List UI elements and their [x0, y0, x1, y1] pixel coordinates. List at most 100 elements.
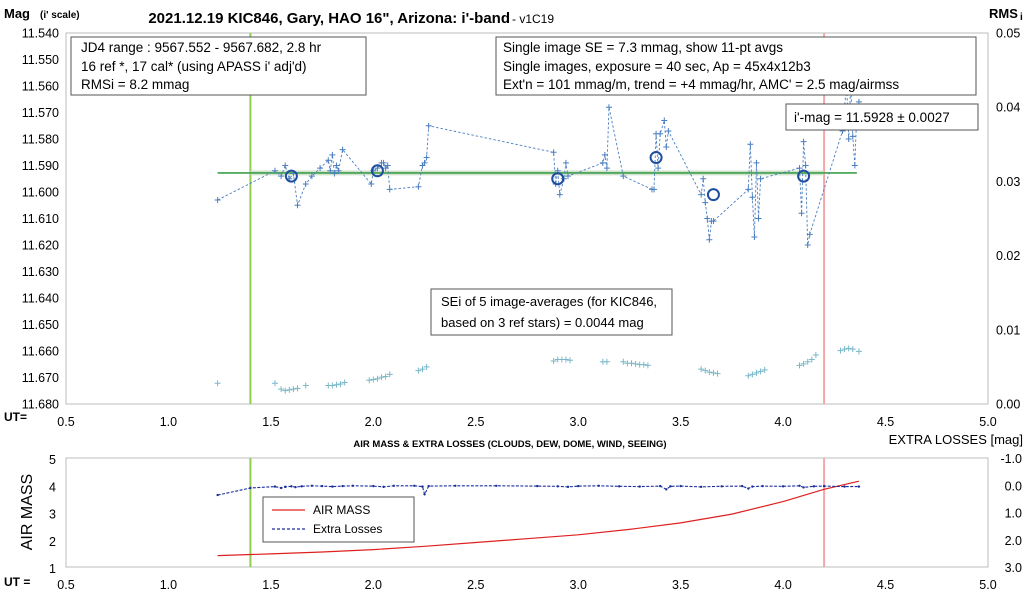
rms-point [698, 366, 705, 373]
mag-point [339, 146, 346, 153]
mag-point [603, 165, 610, 172]
bottom-y-tick-label: 2 [49, 535, 56, 549]
mag-point [335, 167, 342, 174]
mag-point [802, 162, 809, 169]
extra-losses-point [294, 485, 297, 489]
extra-losses-point [822, 484, 826, 488]
extra-losses-point [618, 485, 621, 488]
average-point [284, 169, 298, 183]
rms-point [562, 356, 569, 363]
bottom-x-tick-label: 4.0 [774, 578, 791, 592]
rms-point [374, 375, 381, 382]
rms-point [382, 373, 389, 380]
x-axis-title: UT= [4, 410, 27, 424]
bottom-x-axis-title: UT = [4, 575, 30, 589]
bottom-y-tick-label: 3 [49, 508, 56, 522]
mag-point [706, 236, 713, 243]
rms-point [804, 358, 811, 365]
y-tick-label: 11.620 [22, 239, 59, 253]
mag-point [601, 151, 608, 158]
rms-point [702, 367, 709, 374]
imag-box: i'-mag = 11.5928 ± 0.0027 [785, 103, 979, 131]
y-tick-label: 11.640 [22, 292, 59, 306]
x-tick-label: 2.5 [467, 415, 484, 429]
y2-tick-label: 0.01 [996, 323, 1020, 337]
mag-point [550, 149, 557, 156]
mag-point [804, 242, 811, 248]
y-axis-title: Mag [4, 6, 30, 21]
sei-line-1: SEi of 5 image-averages (for KIC846, [441, 294, 657, 309]
bottom-y2-tick-label: -1.0 [1000, 452, 1022, 466]
sei-box: SEi of 5 image-averages (for KIC846, bas… [430, 288, 673, 336]
mag-point [386, 186, 393, 193]
extra-losses-point [843, 485, 846, 488]
y2-tick-label: 0.05 [996, 27, 1020, 41]
y-tick-label: 11.570 [22, 106, 59, 120]
y-tick-label: 11.550 [22, 53, 59, 67]
rms-point [757, 368, 764, 375]
x-tick-label: 1.5 [262, 415, 279, 429]
rms-point [278, 386, 285, 393]
bottom-data-series [216, 480, 861, 557]
x-tick-label: 3.0 [570, 415, 587, 429]
x-tick-label: 4.5 [877, 415, 894, 429]
bottom-y2-tick-label: 0.0 [1005, 479, 1022, 493]
bottom-x-tick-label: 4.5 [877, 578, 894, 592]
bottom-marker-lines [249, 458, 826, 567]
extra-losses-point [392, 484, 396, 487]
bottom-y-tick-label: 5 [49, 453, 56, 467]
y-axis-subtitle: (i' scale) [40, 10, 80, 21]
mag-point [302, 181, 309, 188]
extra-losses-point [699, 485, 703, 489]
info-box-right-line-3: Ext'n = 101 mmag/m, trend = +4 mmag/hr, … [503, 77, 899, 92]
rms-point [286, 386, 293, 393]
rms-point [341, 379, 348, 386]
rms-point [550, 357, 557, 364]
rms-point [808, 356, 815, 363]
legend-losses-label: Extra Losses [313, 522, 382, 536]
y-tick-label: 11.680 [22, 398, 59, 412]
mag-point [556, 191, 563, 198]
mag-point [380, 159, 387, 166]
extra-losses-point [720, 485, 723, 488]
extra-losses-point [761, 484, 764, 488]
rms-point [845, 345, 852, 352]
rms-point [290, 386, 297, 393]
y2-tick-label: 0.03 [996, 175, 1020, 189]
mag-point [800, 138, 807, 145]
mag-point [605, 104, 612, 111]
bottom-y-tick-labels: 1 2 3 4 5 [49, 453, 56, 576]
rms-point [386, 371, 393, 378]
mag-point [271, 167, 278, 174]
mag-point [663, 143, 670, 150]
extra-losses-point [781, 485, 785, 488]
y-tick-label: 11.590 [22, 159, 59, 173]
mag-series-line [217, 83, 860, 246]
extra-losses-point [310, 484, 314, 487]
extra-losses-point [372, 484, 375, 488]
rms-point [333, 381, 340, 388]
extra-losses-point [577, 484, 580, 488]
extra-losses-point [216, 493, 219, 497]
mag-point [751, 234, 758, 241]
bottom-y2-tick-label: 3.0 [1005, 561, 1022, 575]
info-box-right-line-1: Single image SE = 7.3 mmag, show 11-pt a… [503, 40, 783, 55]
extra-losses-point [273, 485, 277, 488]
sei-line-2: based on 3 ref stars) = 0.0044 mag [441, 315, 644, 330]
mag-point [851, 162, 858, 169]
y-tick-label: 11.610 [22, 212, 59, 226]
average-point [649, 151, 663, 165]
rms-point [753, 369, 760, 376]
info-box-right: Single image SE = 7.3 mmag, show 11-pt a… [495, 36, 977, 96]
mag-point [325, 157, 332, 164]
y-tick-label: 11.560 [22, 80, 59, 94]
rms-point [714, 370, 721, 377]
bottom-x-tick-label: 1.0 [160, 578, 177, 592]
rms-point [749, 371, 756, 378]
mag-point [710, 218, 717, 225]
rms-point [628, 360, 635, 367]
rms-point [302, 382, 309, 389]
info-box-left-line-2: 16 ref *, 17 cal* (using APASS i' adj'd) [81, 59, 307, 74]
extra-losses-point [454, 484, 457, 487]
mag-point [657, 130, 664, 137]
